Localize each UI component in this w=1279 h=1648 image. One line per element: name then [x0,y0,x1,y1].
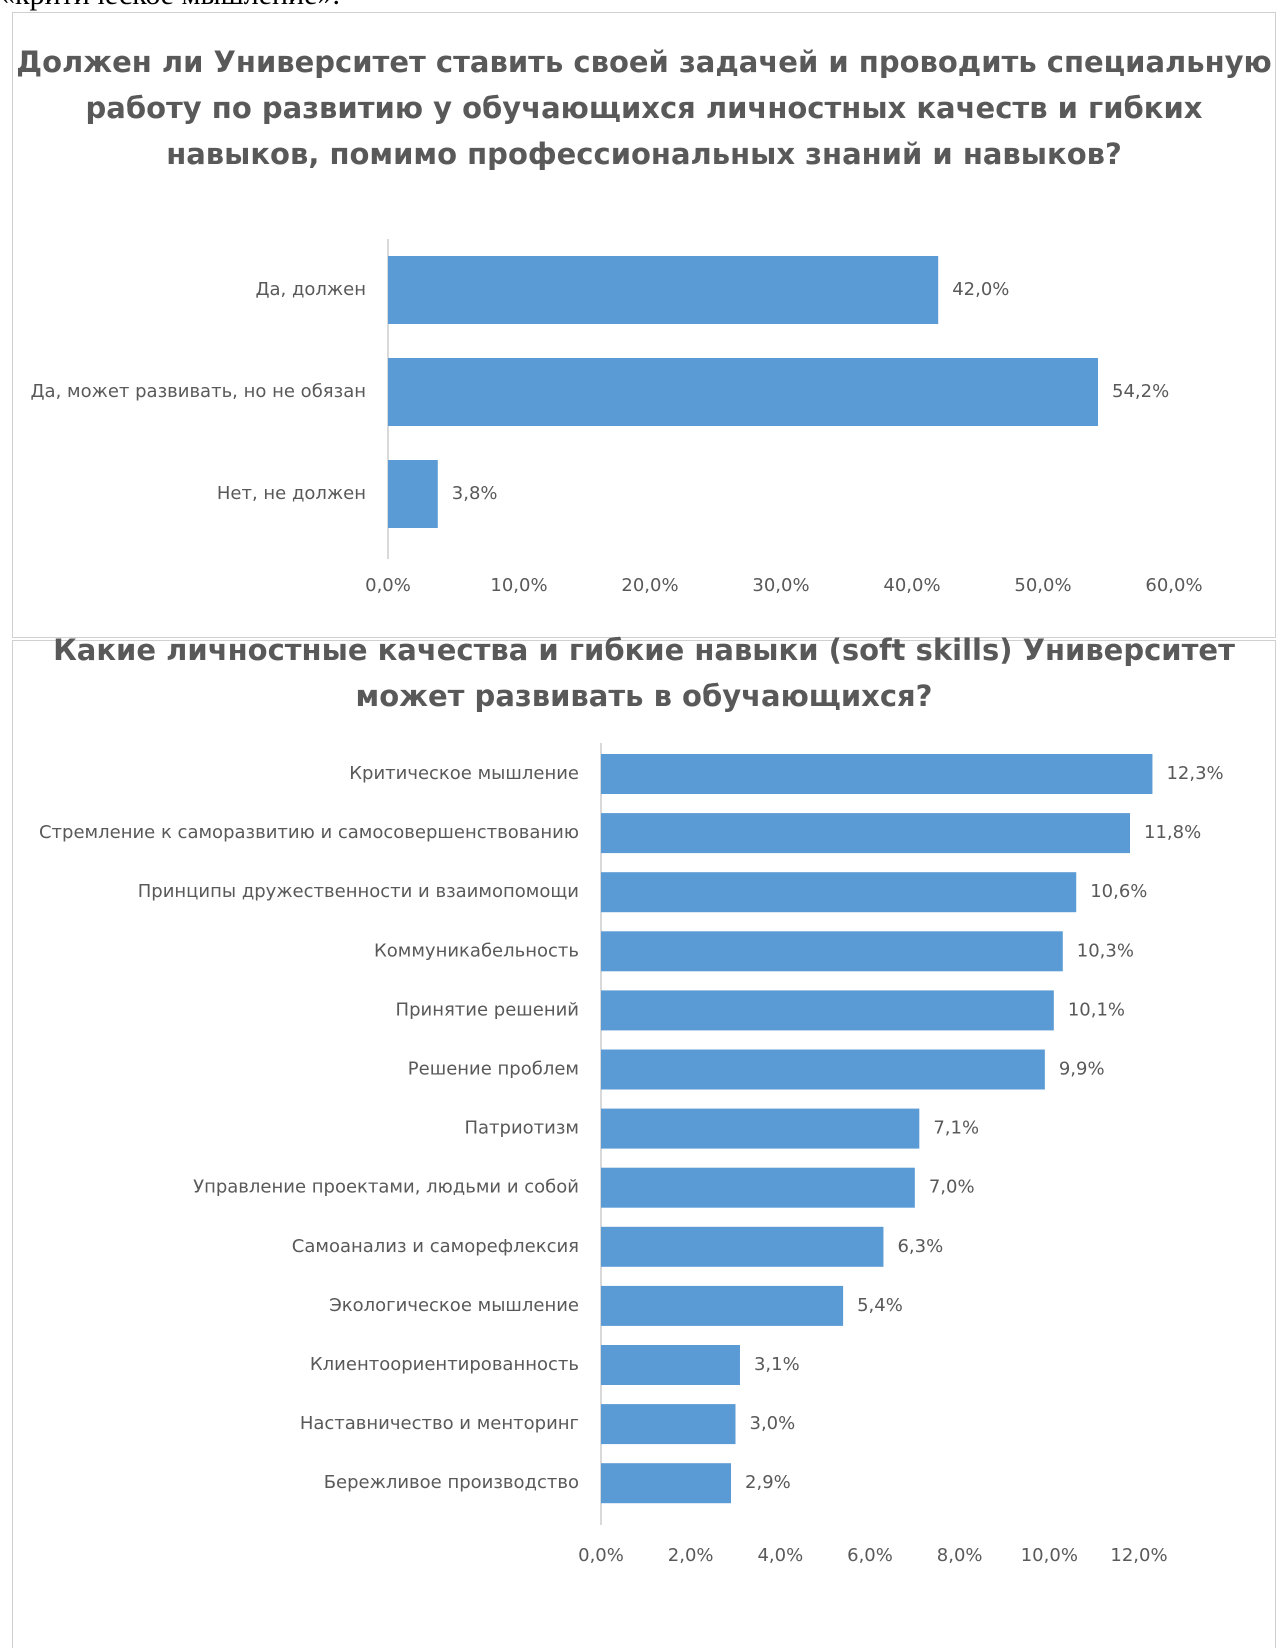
x-tick-label: 0,0% [365,575,411,596]
category-label: Патриотизм [464,1118,579,1139]
data-label: 7,1% [933,1118,979,1139]
data-label: 6,3% [897,1236,943,1257]
bar [601,754,1153,794]
bar [601,931,1063,972]
bar [601,1108,920,1149]
x-tick-label: 12,0% [1110,1545,1167,1566]
x-tick-label: 10,0% [1021,1545,1078,1566]
bar [601,1226,884,1267]
bar [601,1345,740,1385]
bar [601,990,1054,1031]
data-label: 42,0% [952,279,1009,300]
document-text-fragment: «критическое мышление». [0,0,600,12]
x-tick-label: 50,0% [1014,575,1071,596]
x-tick-label: 6,0% [847,1545,893,1566]
data-label: 5,4% [857,1295,903,1316]
x-tick-label: 8,0% [937,1545,983,1566]
bar [601,1049,1045,1090]
category-label: Экологическое мышление [329,1295,579,1316]
category-label: Да, может развивать, но не обязан [30,381,366,402]
bar [601,1167,915,1208]
bar-chart-1: Да, должен 42,0% Да, может развивать, но н… [30,239,1203,596]
data-label: 12,3% [1166,763,1223,784]
category-label: Стремление к саморазвитию и самосовершен… [39,822,579,843]
data-label: 10,6% [1090,881,1147,902]
category-label: Решение проблем [408,1059,579,1080]
x-tick-label: 4,0% [757,1545,803,1566]
category-label: Управление проектами, людьми и собой [193,1177,579,1198]
x-tick-label: 2,0% [668,1545,714,1566]
data-label: 7,0% [929,1177,975,1198]
chart-title: Должен ли Университет ставить своей зада… [16,45,1272,171]
chart-frame-2: Какие личностные качества и гибкие навык… [12,633,1276,1648]
data-label: 10,3% [1077,940,1134,961]
bar [601,1404,736,1445]
category-label: Наставничество и менторинг [300,1413,579,1434]
bar [388,460,438,528]
bar [601,1463,732,1504]
category-label: Критическое мышление [349,763,579,784]
bar [601,813,1131,854]
category-label: Нет, не должен [217,483,366,504]
data-label: 11,8% [1144,822,1201,843]
data-label: 54,2% [1112,381,1169,402]
data-label: 3,0% [750,1413,796,1434]
data-label: 3,8% [452,483,498,504]
category-label: Принятие решений [396,999,579,1020]
category-label: Да, должен [255,279,366,300]
category-label: Бережливое производство [324,1472,579,1493]
data-label: 3,1% [754,1354,800,1375]
data-label: 2,9% [745,1472,791,1493]
x-tick-label: 40,0% [883,575,940,596]
data-label: 9,9% [1059,1059,1105,1080]
bar [601,872,1077,913]
category-label: Коммуникабельность [374,940,579,961]
bar [388,358,1099,426]
x-tick-label: 20,0% [621,575,678,596]
x-tick-label: 30,0% [752,575,809,596]
chart-frame-1: Должен ли Университет ставить своей зада… [12,12,1276,638]
x-tick-label: 0,0% [578,1545,624,1566]
category-label: Самоанализ и саморефлексия [292,1236,579,1257]
chart-title: Какие личностные качества и гибкие навык… [53,633,1235,713]
x-tick-label: 10,0% [490,575,547,596]
category-label: Принципы дружественности и взаимопомощи [138,881,579,902]
bar [388,256,939,324]
x-tick-label: 60,0% [1145,575,1202,596]
category-label: Клиентоориентированность [310,1354,579,1375]
bar [601,1285,844,1326]
bar-chart-2: Критическое мышление 12,3% Стремление к са… [39,743,1224,1566]
data-label: 10,1% [1068,999,1125,1020]
